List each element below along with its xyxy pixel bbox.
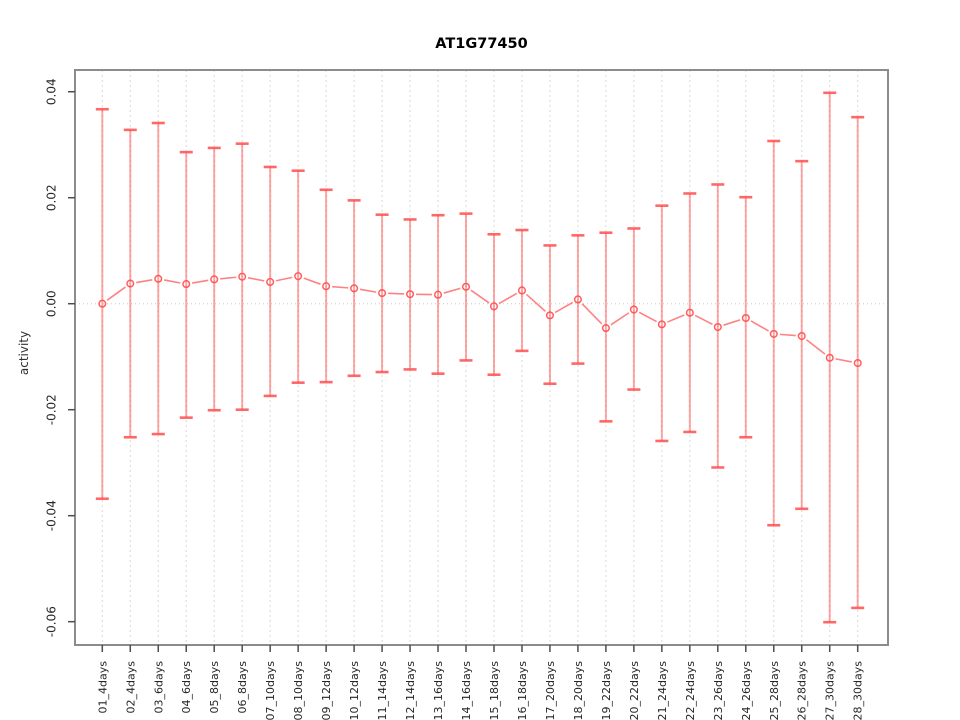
data-point — [517, 286, 527, 295]
series-segment — [470, 289, 490, 304]
series-segment — [835, 358, 852, 363]
data-point — [741, 313, 750, 323]
series-segment — [667, 314, 685, 323]
data-point — [433, 290, 443, 299]
data-point — [573, 295, 582, 304]
x-tick-label: 08_10days — [292, 661, 305, 720]
data-point — [657, 320, 666, 329]
y-tick-label: -0.06 — [45, 606, 59, 637]
x-tick-label: 04_6days — [180, 661, 193, 714]
data-point — [210, 275, 219, 284]
x-tick-label: 21_24days — [656, 661, 669, 720]
data-point — [322, 282, 331, 291]
data-point — [853, 359, 862, 368]
data-point — [350, 284, 359, 293]
data-point — [629, 305, 638, 314]
series-segment — [723, 319, 741, 326]
x-tick-label: 19_22days — [600, 661, 613, 720]
data-point — [545, 311, 554, 320]
y-tick-label: 0.04 — [45, 78, 59, 105]
y-tick-label: -0.02 — [45, 394, 59, 425]
series-segment — [275, 276, 293, 282]
x-tick-label: 20_22days — [628, 661, 641, 720]
series-segment — [220, 276, 237, 280]
x-tick-label: 13_16days — [432, 661, 445, 720]
series-segment — [303, 277, 321, 285]
x-tick-label: 16_18days — [516, 661, 529, 720]
y-tick-label: 0.00 — [45, 290, 59, 317]
series-segment — [750, 320, 769, 332]
series-segment — [581, 303, 603, 325]
data-point — [182, 280, 191, 289]
x-tick-label: 14_16days — [460, 661, 473, 720]
data-point — [98, 299, 107, 308]
x-tick-label: 15_18days — [488, 661, 501, 720]
data-point — [601, 324, 610, 333]
x-tick-label: 26_28days — [796, 661, 809, 720]
x-tick-label: 10_12days — [348, 661, 361, 720]
series-segment — [779, 333, 796, 337]
x-tick-label: 24_26days — [740, 661, 753, 720]
x-tick-label: 12_14days — [404, 661, 417, 720]
data-point — [378, 289, 387, 298]
series-segment — [192, 279, 209, 284]
x-tick-label: 09_12days — [320, 661, 333, 720]
x-tick-label: 01_4days — [96, 661, 109, 714]
data-point — [797, 331, 806, 341]
data-point — [238, 272, 247, 281]
x-tick-label: 11_14days — [376, 661, 389, 720]
series-segment — [388, 292, 405, 295]
x-tick-label: 05_8days — [208, 661, 221, 714]
data-point — [769, 329, 778, 338]
series-segment — [443, 287, 461, 294]
data-point — [294, 272, 303, 281]
series-segment — [106, 286, 126, 301]
series-segment — [498, 292, 518, 305]
x-tick-label: 27_30days — [824, 661, 837, 720]
data-point — [266, 277, 275, 287]
data-point — [489, 302, 499, 311]
x-tick-label: 03_6days — [152, 661, 165, 714]
x-tick-label: 17_20days — [544, 661, 557, 720]
x-tick-label: 06_8days — [236, 661, 249, 714]
x-tick-label: 23_26days — [712, 661, 725, 720]
x-tick-label: 02_4days — [124, 661, 137, 714]
data-point — [406, 290, 415, 299]
x-tick-label: 18_20days — [572, 661, 585, 720]
data-point — [154, 274, 163, 283]
plot-border — [74, 69, 889, 646]
series-segment — [332, 285, 349, 289]
y-tick-label: 0.02 — [45, 184, 59, 211]
series-segment — [136, 279, 153, 284]
series-segment — [359, 288, 377, 293]
data-point — [685, 308, 694, 317]
series-segment — [638, 311, 657, 323]
series-segment — [554, 301, 574, 314]
series-segment — [525, 293, 546, 312]
series-segment — [805, 339, 826, 355]
y-tick-label: -0.04 — [45, 500, 59, 531]
data-point — [126, 279, 135, 288]
chart-title: AT1G77450 — [435, 36, 528, 52]
series-segment — [164, 279, 181, 284]
data-point — [461, 282, 471, 291]
x-tick-label: 25_28days — [768, 661, 781, 720]
series-segment — [247, 277, 265, 282]
series-segment — [610, 312, 630, 326]
data-point — [825, 353, 834, 362]
x-tick-label: 22_24days — [684, 661, 697, 720]
x-tick-label: 07_10days — [264, 661, 277, 720]
series-segment — [694, 314, 713, 326]
data-point — [713, 322, 722, 332]
x-tick-label: 28_30days — [852, 661, 865, 720]
